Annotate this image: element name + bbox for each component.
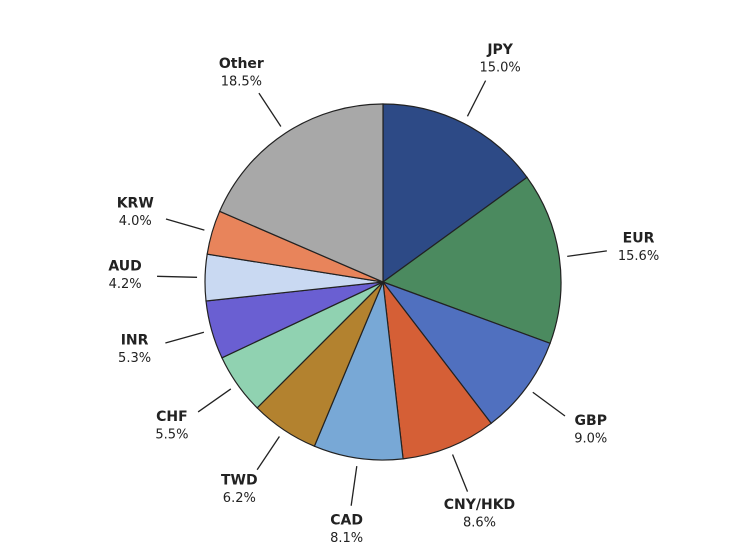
slice-value-label: 5.5% — [155, 427, 188, 442]
slice-label: CHF — [156, 409, 188, 425]
slice-value-label: 4.0% — [119, 214, 152, 229]
pie-slice — [218, 103, 384, 283]
slice-label: GBP — [575, 413, 607, 429]
leader-line — [165, 331, 205, 344]
slice-value-label: 18.5% — [221, 75, 262, 90]
leader-line — [532, 391, 566, 417]
slice-label: JPY — [486, 42, 513, 58]
slice-label: EUR — [623, 231, 655, 247]
pie-slice — [381, 280, 551, 425]
pie-slice — [382, 103, 528, 284]
slice-value-label: 5.3% — [118, 351, 151, 366]
leader-line — [157, 275, 198, 278]
slice-value-label: 15.6% — [618, 249, 659, 264]
leader-line — [165, 218, 205, 231]
slice-label: CNY/HKD — [444, 497, 515, 513]
leader-line — [567, 250, 607, 258]
slice-value-label: 6.2% — [223, 491, 256, 506]
leader-line — [350, 466, 358, 506]
pie-slice — [381, 176, 562, 345]
slice-value-label: 4.2% — [109, 277, 142, 292]
slice-label: Other — [219, 56, 264, 72]
slice-label: AUD — [108, 259, 141, 275]
leader-line — [197, 388, 232, 413]
slice-value-label: 15.0% — [479, 61, 520, 76]
slice-value-label: 8.1% — [330, 531, 363, 542]
slice-label: KRW — [117, 195, 154, 211]
leader-line — [258, 92, 282, 127]
slice-value-label: 9.0% — [574, 432, 607, 447]
slice-label: INR — [121, 332, 149, 348]
slice-label: TWD — [221, 473, 258, 489]
leader-line — [451, 454, 469, 492]
leader-line — [256, 436, 280, 471]
pie-slice — [313, 279, 404, 461]
leader-line — [466, 80, 487, 117]
slice-value-label: 8.6% — [463, 515, 496, 530]
slice-label: CAD — [330, 513, 363, 529]
pie-slice — [382, 279, 493, 460]
